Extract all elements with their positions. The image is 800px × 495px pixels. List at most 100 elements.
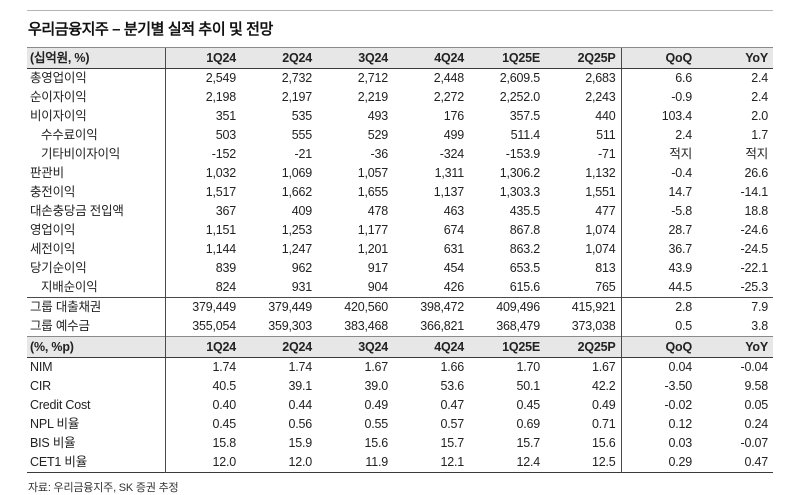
value-cell: 1,069: [281, 166, 312, 180]
value-cell: 454: [443, 261, 464, 275]
value-cell: 555: [291, 128, 312, 142]
value-cell: 0.04: [620, 357, 697, 377]
value-cell: 366,821: [420, 319, 464, 333]
value-cell: 2.0: [751, 109, 768, 123]
value-cell: 426: [443, 280, 464, 294]
table-row: 비이자이익 351 535 493 176 357.5 440 103.4 2.0: [27, 107, 773, 126]
value-cell: 1,306.2: [499, 166, 541, 180]
row-label: CET1 비율: [30, 455, 88, 469]
row-label: 그룹 예수금: [30, 319, 90, 333]
value-cell: 1,201: [357, 242, 388, 256]
row-label: 충전이익: [30, 185, 76, 199]
top-rule: [27, 10, 773, 11]
value-cell: 1,551: [585, 185, 616, 199]
row-label: 대손충당금 전입액: [30, 204, 124, 218]
value-cell: 409,496: [469, 297, 545, 317]
value-cell: 3.8: [751, 319, 768, 333]
value-cell: 2.4: [751, 71, 768, 85]
value-cell: 359,303: [268, 319, 312, 333]
value-cell: -0.04: [740, 360, 769, 374]
value-cell: -0.9: [620, 88, 697, 107]
value-cell: 1.66: [440, 360, 464, 374]
value-cell: -14.1: [740, 185, 769, 199]
value-cell: 42.2: [591, 379, 616, 393]
value-cell: 1.74: [288, 360, 312, 374]
value-cell: -3.50: [620, 377, 697, 396]
value-cell: 674: [443, 223, 464, 237]
value-cell: 15.6: [364, 436, 388, 450]
value-cell: 12.5: [591, 455, 616, 469]
value-cell: 12.0: [164, 453, 241, 473]
row-label: BIS 비율: [30, 436, 76, 450]
row-label: 당기순이익: [30, 261, 87, 275]
value-cell: 435.5: [509, 204, 540, 218]
value-cell: 2,712: [357, 71, 388, 85]
value-cell: 2,197: [281, 90, 312, 104]
row-label: Credit Cost: [30, 398, 91, 412]
value-cell: 503: [164, 126, 241, 145]
value-cell: 351: [164, 107, 241, 126]
value-cell: 적지: [745, 147, 768, 161]
value-cell: 0.03: [620, 434, 697, 453]
value-cell: 11.9: [365, 455, 388, 469]
value-cell: 867.8: [509, 223, 540, 237]
value-cell: 1,247: [281, 242, 312, 256]
column-header-row: (십억원, %) 1Q24 2Q24 3Q24 4Q24 1Q25E 2Q25P QoQ YoY: [27, 47, 773, 69]
value-cell: 1.67: [364, 360, 388, 374]
value-cell: 368,479: [496, 319, 540, 333]
table-row: 지배순이익 824 931 904 426 615.6 765 44.5 -25.3: [27, 278, 773, 298]
value-cell: -0.4: [620, 164, 697, 183]
value-cell: 1,137: [433, 185, 464, 199]
financial-table: (십억원, %) 1Q24 2Q24 3Q24 4Q24 1Q25E 2Q25P QoQ YoY…: [27, 47, 773, 473]
table-row: 대손충당금 전입액 367 409 478 463 435.5 477 -5.8 18.8: [27, 202, 773, 221]
value-cell: 379,449: [164, 297, 241, 317]
value-cell: 12.4: [516, 455, 540, 469]
value-cell: 1,303.3: [499, 185, 541, 199]
column-header-3q24: 3Q24: [317, 336, 393, 358]
column-header-1q24: 1Q24: [164, 336, 241, 358]
value-cell: 2,252.0: [499, 90, 541, 104]
value-cell: -71: [598, 147, 616, 161]
column-header-4q24: 4Q24: [393, 336, 469, 358]
row-label: 영업이익: [30, 223, 76, 237]
table-row: 총영업이익 2,549 2,732 2,712 2,448 2,609.5 2,683 6.6…: [27, 68, 773, 88]
value-cell: 6.6: [620, 68, 697, 88]
row-label: 세전이익: [30, 242, 76, 256]
row-label: NPL 비율: [30, 417, 80, 431]
row-label: 그룹 대출채권: [27, 297, 165, 317]
value-cell: 863.2: [509, 242, 540, 256]
value-cell: 0.24: [744, 417, 768, 431]
value-cell: 1,132: [585, 166, 616, 180]
value-cell: 1,517: [164, 183, 241, 202]
value-cell: 0.69: [516, 417, 540, 431]
value-cell: 511.4: [510, 128, 541, 142]
value-cell: 0.47: [440, 398, 464, 412]
value-cell: 36.7: [620, 240, 697, 259]
value-cell: 26.6: [744, 166, 768, 180]
value-cell: 917: [367, 261, 388, 275]
value-cell: 904: [367, 280, 388, 294]
value-cell: 420,560: [317, 297, 393, 317]
value-cell: 2.4: [751, 90, 768, 104]
value-cell: 12.0: [288, 455, 312, 469]
value-cell: 2,219: [357, 90, 388, 104]
column-header-yoy: YoY: [697, 336, 773, 358]
value-cell: 9.58: [744, 379, 768, 393]
column-header-yoy: YoY: [697, 47, 773, 69]
value-cell: 355,054: [164, 317, 241, 337]
value-cell: 1,151: [164, 221, 241, 240]
row-label: CIR: [30, 379, 51, 393]
value-cell: 493: [367, 109, 388, 123]
value-cell: 53.6: [440, 379, 464, 393]
value-cell: 615.6: [509, 280, 540, 294]
table-row: 충전이익 1,517 1,662 1,655 1,137 1,303.3 1,551 14.7…: [27, 183, 773, 202]
value-cell: 1,057: [357, 166, 388, 180]
value-cell: 0.5: [620, 317, 697, 337]
value-cell: 2.8: [620, 297, 697, 317]
column-header-1q25e: 1Q25E: [469, 336, 545, 358]
source-note: 자료: 우리금융지주, SK 증권 추정: [28, 482, 179, 494]
value-cell: 0.71: [591, 417, 616, 431]
column-header-1q24: 1Q24: [164, 47, 241, 69]
column-header-4q24: 4Q24: [393, 47, 469, 69]
